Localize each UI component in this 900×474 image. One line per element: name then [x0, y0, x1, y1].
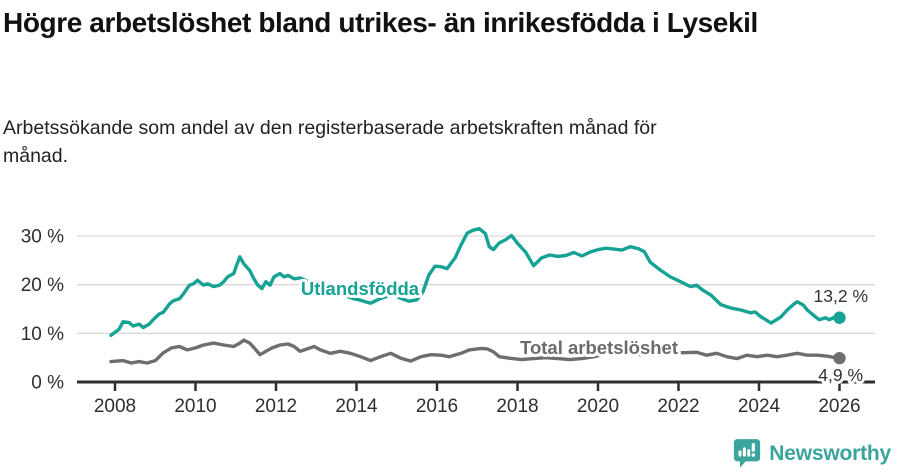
x-axis-label: 2010: [174, 396, 216, 417]
x-axis: 2008 2010 2012 2014 2016 2018 2020 2022 2024 2026: [77, 380, 875, 417]
gridlines: [77, 235, 875, 334]
series-lines: [109, 226, 846, 365]
x-axis-label: 2018: [496, 396, 538, 417]
brand-name: Newsworthy: [769, 441, 891, 465]
chart-title: Högre arbetslöshet bland utrikes- än inr…: [3, 7, 758, 38]
series-end-dot: [833, 311, 846, 324]
series-label: Utlandsfödda: [301, 278, 420, 299]
x-axis-label: 2016: [416, 396, 458, 417]
x-axis-label: 2020: [577, 396, 619, 417]
end-value-label: 4,9 %: [818, 365, 863, 385]
series-end-dot: [833, 351, 846, 365]
x-axis-label: 2008: [94, 396, 136, 417]
x-axis-label: 2014: [335, 396, 378, 417]
y-axis-label: 0 %: [31, 373, 64, 394]
x-axis-label: 2026: [818, 396, 860, 417]
y-axis-label: 10 %: [21, 324, 64, 345]
end-value-label: 13,2 %: [814, 286, 868, 306]
y-axis-label: 20 %: [21, 275, 64, 296]
series-annotations: Utlandsfödda 13,2 % Total arbetslöshet 4,9 …: [298, 275, 871, 388]
line-chart: 0 % 10 % 20 % 30 % 2008 2010 2012 2014 2016 2018…: [21, 226, 875, 417]
series-line: [109, 226, 842, 338]
chart-subtitle: Arbetssökande som andel av den registerb…: [3, 117, 657, 167]
brand-link[interactable]: Newsworthy: [733, 438, 891, 469]
x-axis-label: 2024: [738, 396, 781, 417]
newsworthy-logo-icon: [733, 438, 761, 469]
y-axis-label: 30 %: [21, 226, 64, 247]
chart-area: 0 % 10 % 20 % 30 % 2008 2010 2012 2014 2016 2018…: [0, 215, 900, 425]
x-axis-label: 2022: [657, 396, 699, 417]
y-axis-labels: 0 % 10 % 20 % 30 %: [21, 226, 64, 393]
series-label: Total arbetslöshet: [520, 337, 678, 358]
x-axis-label: 2012: [255, 396, 297, 417]
series-line: [109, 338, 842, 365]
